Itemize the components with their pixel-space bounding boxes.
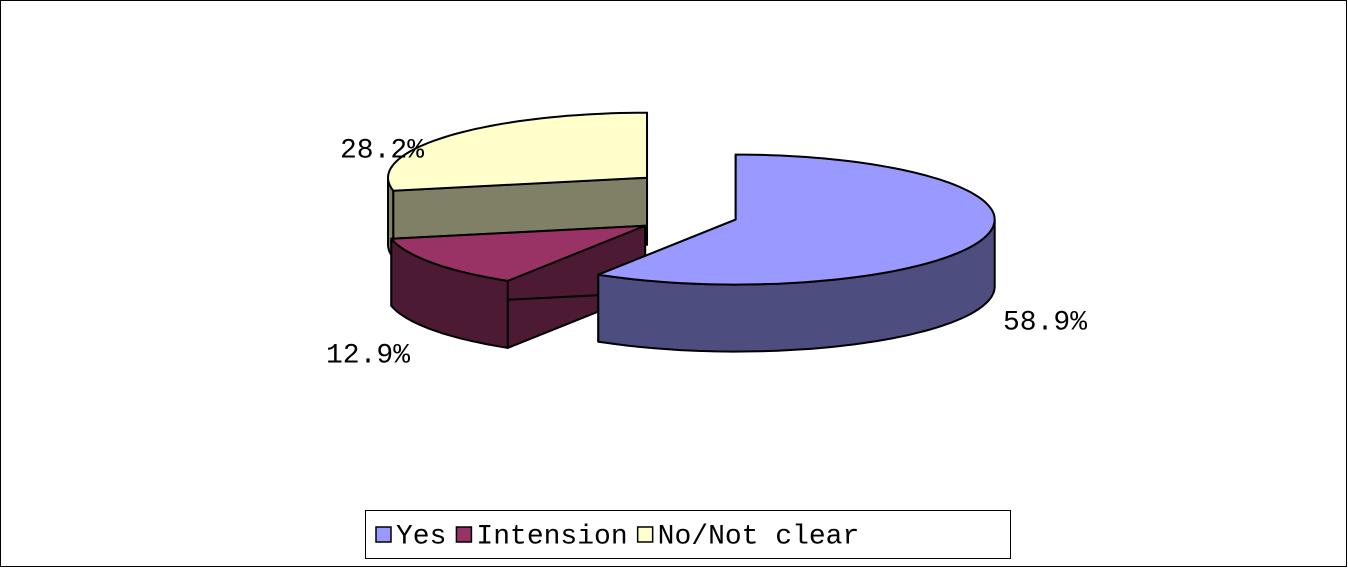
legend-label: Yes	[396, 521, 446, 552]
legend-swatch	[636, 526, 654, 543]
legend-swatch	[455, 526, 473, 543]
slice	[387, 111, 649, 192]
data-label: 28.2%	[340, 135, 424, 166]
legend-label: Intension	[476, 521, 627, 552]
legend-label: No/Not clear	[658, 521, 860, 552]
slice	[597, 153, 996, 286]
legend-swatch	[375, 526, 392, 543]
data-label: 58.9%	[1003, 307, 1087, 338]
slice	[390, 224, 647, 282]
legend-box	[365, 510, 1011, 559]
data-label: 12.9%	[326, 340, 410, 371]
